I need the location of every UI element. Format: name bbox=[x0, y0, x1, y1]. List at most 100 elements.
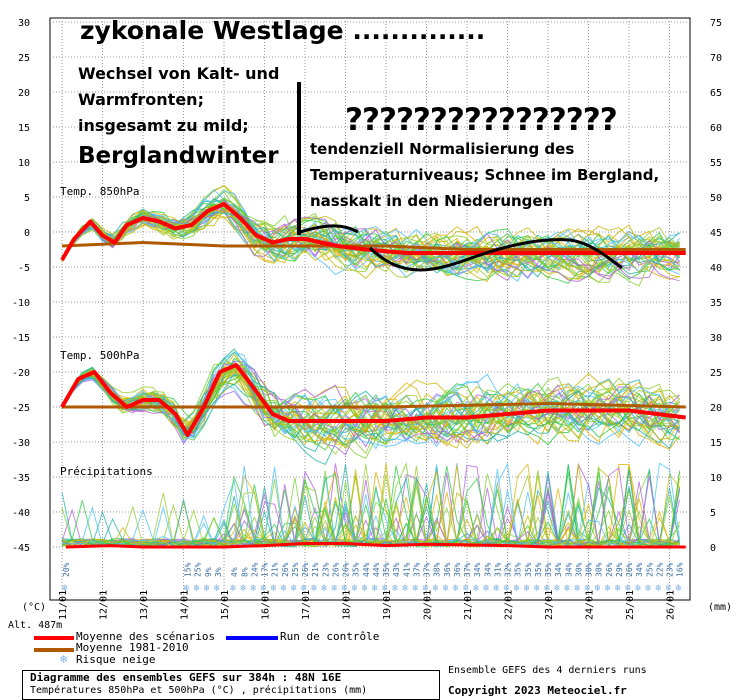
berglandwinter-annotation: Berglandwinter bbox=[78, 143, 279, 169]
x-date-label: 26/01 bbox=[666, 590, 677, 620]
legend-label-control: Run de contrôle bbox=[280, 630, 380, 643]
legend-label-snow: Risque neige bbox=[76, 653, 156, 666]
snow-risk-row: 20%❄15%❄25%❄9%❄3%❄4%❄8%❄24%❄17%❄21%❄26%❄… bbox=[62, 562, 685, 594]
left-tick-label: 15 bbox=[18, 123, 30, 134]
snowflake-icon: ❄ bbox=[261, 583, 268, 594]
snowflake-icon: ❄ bbox=[433, 583, 440, 594]
snow-risk-pct: 25% bbox=[645, 562, 654, 577]
snowflake-icon: ❄ bbox=[311, 583, 318, 594]
legend-label-mean: Moyenne des scénarios bbox=[76, 630, 216, 643]
snow-risk-pct: 8% bbox=[240, 567, 249, 577]
snowflake-icon: ❄ bbox=[382, 583, 389, 594]
snowflake-icon: ❄ bbox=[483, 583, 490, 594]
left-axis: 30 25 20 15 10 5 0 -5 -10 -15 -20 -25 -30 -35 -40 -45 bbox=[12, 18, 30, 554]
snowflake-icon: ❄ bbox=[423, 583, 430, 594]
left-tick-label: -20 bbox=[12, 368, 30, 379]
snowflake-icon: ❄ bbox=[362, 583, 369, 594]
snow-risk-pct: 21% bbox=[311, 562, 320, 577]
snow-risk-pct: 34% bbox=[554, 562, 563, 577]
mean-line-850 bbox=[60, 202, 686, 262]
snow-risk-pct: 26% bbox=[625, 562, 634, 577]
left-tick-label: 20 bbox=[18, 88, 30, 99]
panel-label-precip: Précipitations bbox=[60, 465, 153, 478]
snow-risk-pct: 23% bbox=[666, 562, 675, 577]
snowflake-icon: ❄ bbox=[402, 583, 409, 594]
altitude-label: Alt. 487m bbox=[8, 620, 62, 631]
snow-risk-pct: 25% bbox=[291, 562, 300, 577]
snow-risk-pct: 30% bbox=[595, 562, 604, 577]
snowflake-icon: ❄ bbox=[412, 583, 419, 594]
snowflake-icon: ❄ bbox=[666, 583, 673, 594]
snowflake-icon: ❄ bbox=[372, 583, 379, 594]
snow-risk-pct: 43% bbox=[392, 562, 401, 577]
right-tick-label: 20 bbox=[710, 403, 722, 414]
snow-risk-pct: 35% bbox=[382, 562, 391, 577]
right-tick-label: 50 bbox=[710, 193, 722, 204]
mean-line-precip bbox=[65, 542, 686, 549]
x-date-label: 21/01 bbox=[463, 590, 474, 620]
right-axis-unit: (mm) bbox=[708, 602, 732, 613]
snowflake-icon: ❄ bbox=[554, 583, 561, 594]
snow-risk-pct: 35% bbox=[544, 562, 553, 577]
snow-risk-pct: 37% bbox=[463, 562, 472, 577]
snowflake-icon: ❄ bbox=[625, 583, 632, 594]
snow-risk-pct: 23% bbox=[321, 562, 330, 577]
snowflake-icon: ❄ bbox=[331, 583, 338, 594]
fronts-annotation-1: Wechsel von Kalt- und bbox=[78, 64, 280, 83]
snow-risk-pct: 4% bbox=[230, 567, 239, 577]
right-tick-label: 60 bbox=[710, 123, 722, 134]
snowflake-icon: ❄ bbox=[676, 583, 683, 594]
snowflake-icon: ❄ bbox=[60, 652, 68, 666]
snow-risk-pct: 30% bbox=[574, 562, 583, 577]
snow-risk-pct: 44% bbox=[372, 562, 381, 577]
snowflake-icon: ❄ bbox=[574, 583, 581, 594]
trend-annotation-3: nasskalt in den Niederungen bbox=[310, 192, 554, 210]
panel-label-500: Temp. 500hPa bbox=[60, 349, 139, 362]
snow-risk-pct: 3% bbox=[214, 567, 223, 577]
footer-ensemble-note: Ensemble GEFS des 4 derniers runs bbox=[448, 665, 647, 676]
left-tick-label: 25 bbox=[18, 53, 30, 64]
snowflake-icon: ❄ bbox=[62, 583, 69, 594]
left-tick-label: -30 bbox=[12, 438, 30, 449]
snow-risk-pct: 26% bbox=[605, 562, 614, 577]
snowflake-icon: ❄ bbox=[514, 583, 521, 594]
right-tick-label: 5 bbox=[710, 508, 716, 519]
snowflake-icon: ❄ bbox=[250, 583, 257, 594]
snowflake-icon: ❄ bbox=[504, 583, 511, 594]
snow-risk-pct: 37% bbox=[423, 562, 432, 577]
right-tick-label: 45 bbox=[710, 228, 722, 239]
series-lines bbox=[60, 202, 686, 549]
right-tick-label: 75 bbox=[710, 18, 722, 29]
trend-annotation-1: tendenziell Normalisierung des bbox=[310, 140, 575, 158]
snow-risk-pct: 16% bbox=[676, 562, 685, 577]
x-date-label: 23/01 bbox=[544, 590, 555, 620]
snow-risk-pct: 30% bbox=[585, 562, 594, 577]
snow-risk-pct: 26% bbox=[281, 562, 290, 577]
headline-annotation: zykonale Westlage .............. bbox=[80, 16, 486, 45]
ensemble-member-line bbox=[61, 377, 681, 453]
legend-swatch-mean bbox=[34, 636, 74, 640]
snow-risk-pct: 24% bbox=[250, 562, 259, 577]
snowflake-icon: ❄ bbox=[453, 583, 460, 594]
right-tick-label: 0 bbox=[710, 543, 716, 554]
snowflake-icon: ❄ bbox=[230, 583, 237, 594]
right-tick-label: 70 bbox=[710, 53, 722, 64]
snow-risk-pct: 17% bbox=[261, 562, 270, 577]
annotation-trend-curve bbox=[299, 224, 623, 272]
snow-risk-pct: 32% bbox=[504, 562, 513, 577]
left-tick-label: -10 bbox=[12, 298, 30, 309]
snow-risk-pct: 34% bbox=[473, 562, 482, 577]
grid bbox=[50, 18, 690, 600]
left-tick-label: -25 bbox=[12, 403, 30, 414]
x-date-label: 22/01 bbox=[504, 590, 515, 620]
snow-risk-pct: 35% bbox=[534, 562, 543, 577]
mean-line-500 bbox=[60, 363, 686, 437]
x-date-label: 13/01 bbox=[139, 590, 150, 620]
ensemble-member-line bbox=[61, 206, 680, 282]
right-tick-label: 15 bbox=[710, 438, 722, 449]
snowflake-icon: ❄ bbox=[240, 583, 247, 594]
ensemble-member-line bbox=[61, 200, 680, 277]
x-date-label: 18/01 bbox=[342, 590, 353, 620]
right-tick-label: 65 bbox=[710, 88, 722, 99]
